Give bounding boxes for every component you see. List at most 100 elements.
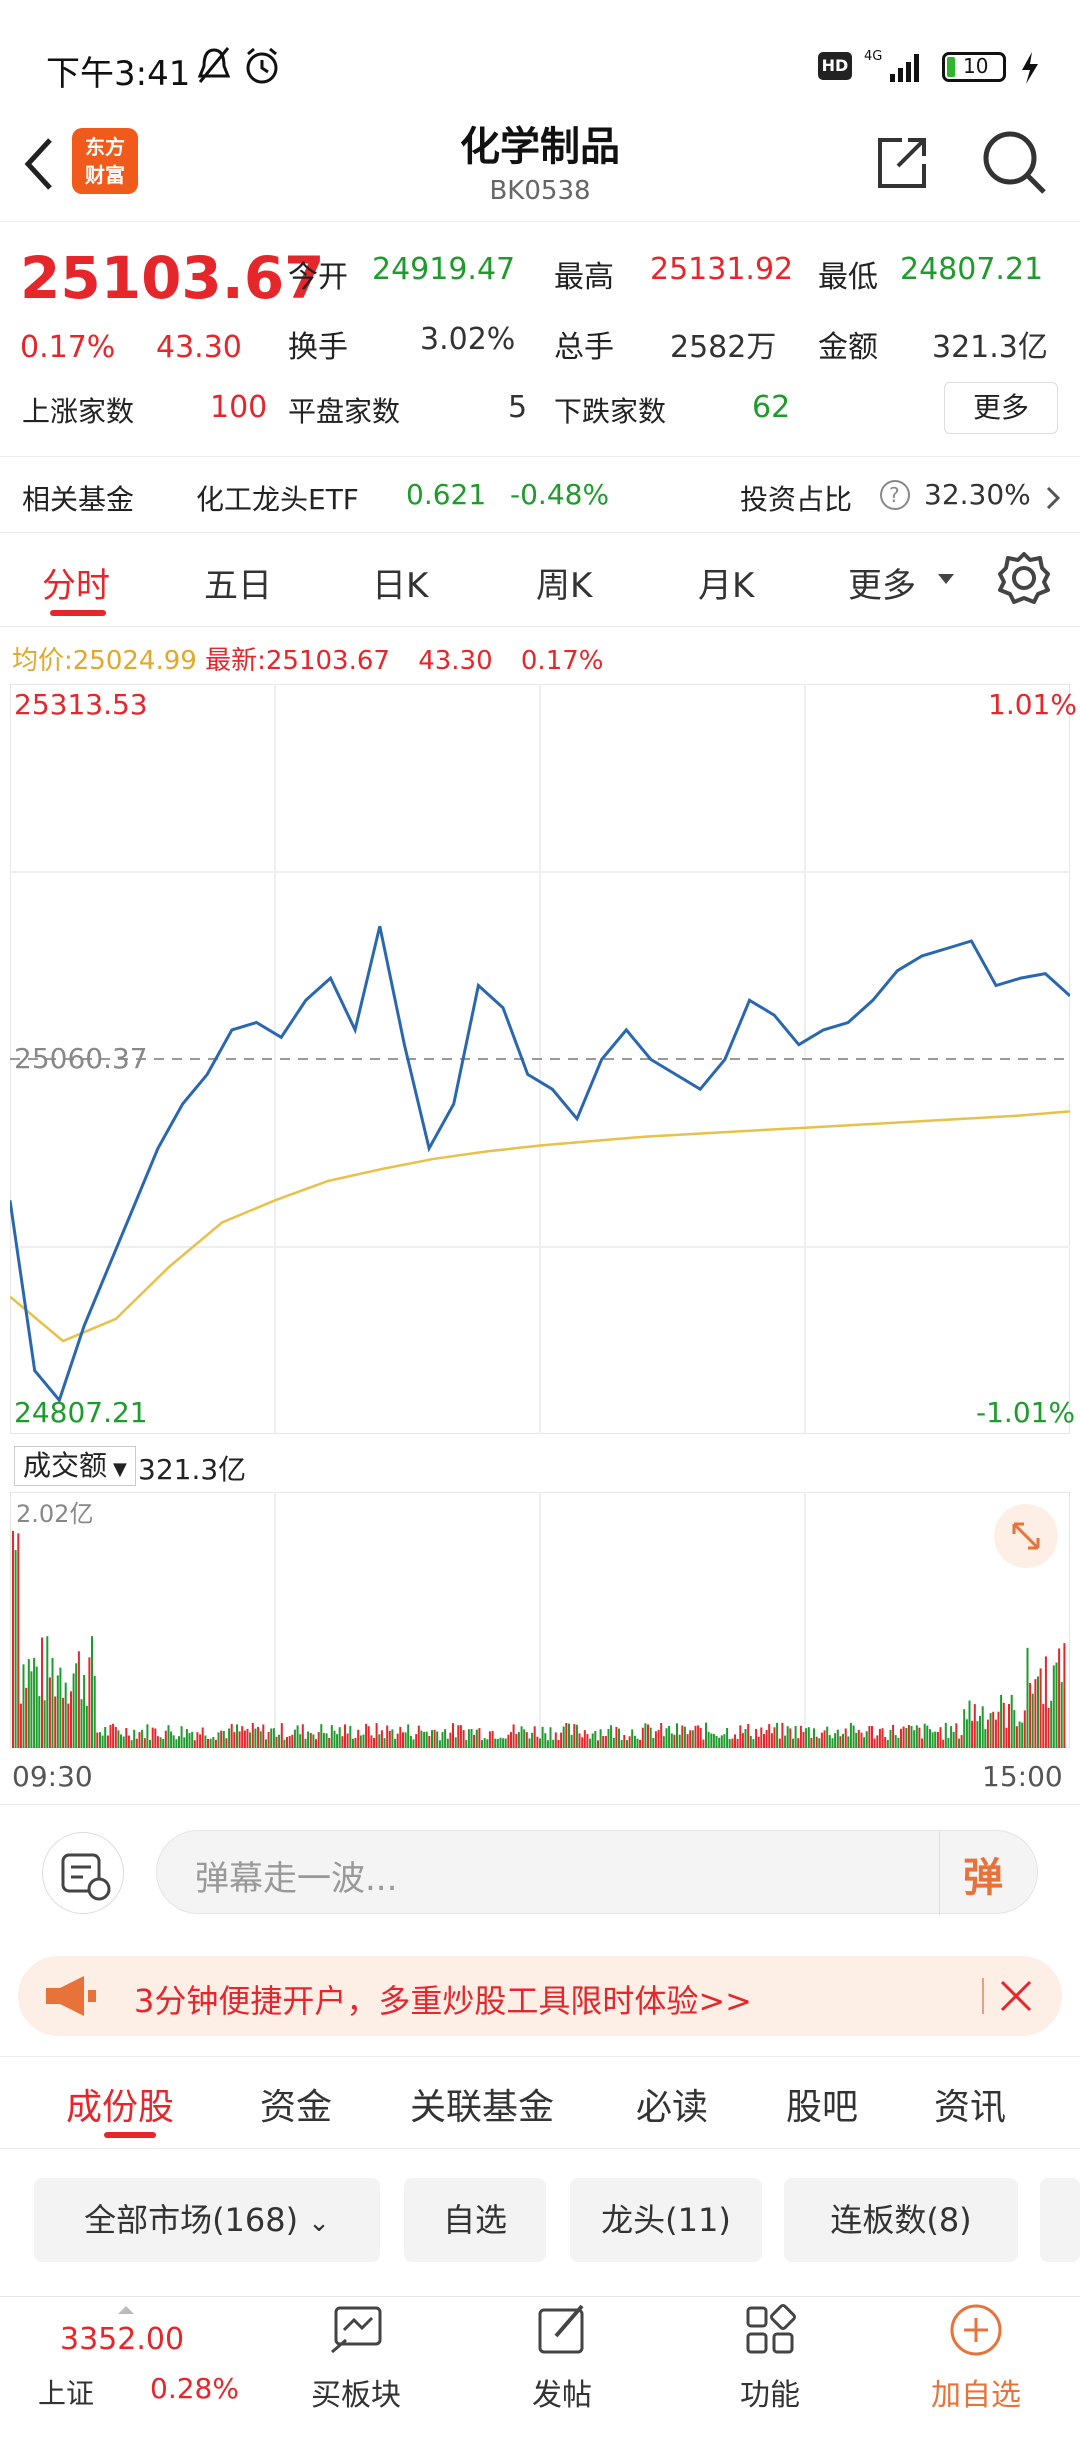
volume-bar <box>99 1732 101 1748</box>
intraday-price-chart[interactable] <box>10 684 1070 1434</box>
volume-bar <box>765 1730 768 1748</box>
settings-icon[interactable] <box>996 550 1052 606</box>
volume-bar <box>328 1738 331 1748</box>
volume-bar <box>238 1731 241 1748</box>
volume-bar <box>900 1728 902 1748</box>
filter-consecutive-limit[interactable]: 连板数(8) <box>784 2178 1018 2262</box>
volume-bar <box>689 1730 692 1748</box>
tab-five-day[interactable]: 五日 <box>204 566 272 606</box>
volume-bar <box>665 1728 668 1748</box>
volume-bar <box>583 1730 586 1748</box>
volume-bar <box>164 1730 167 1748</box>
volume-bar <box>581 1737 584 1748</box>
volume-bar <box>633 1735 636 1748</box>
volume-bar <box>979 1715 981 1748</box>
volume-bar <box>963 1709 966 1748</box>
volume-bar <box>462 1730 465 1748</box>
tab-related-funds[interactable]: 关联基金 <box>410 2087 555 2128</box>
volume-bar <box>929 1729 931 1748</box>
filter-leaders[interactable]: 龙头(11) <box>570 2178 762 2262</box>
volume-bar <box>1010 1694 1013 1748</box>
change-value: 43.30 <box>156 330 242 365</box>
volume-bar <box>871 1726 873 1748</box>
back-icon[interactable] <box>20 134 60 194</box>
volume-bar <box>304 1738 307 1748</box>
tab-daily-k[interactable]: 日K <box>372 566 429 606</box>
nav-buy-sector[interactable]: 买板块 <box>276 2300 436 2414</box>
volume-bar <box>207 1738 209 1748</box>
volume-bar <box>889 1729 892 1748</box>
tab-forum[interactable]: 股吧 <box>786 2087 859 2128</box>
average-price-line <box>10 1110 1070 1343</box>
volume-bar <box>375 1723 378 1748</box>
volume-bar <box>955 1723 958 1748</box>
volume-bar <box>322 1733 325 1748</box>
volume-bar <box>1055 1662 1058 1748</box>
volume-bar <box>104 1727 107 1748</box>
volume-bar <box>847 1736 850 1748</box>
volume-bar <box>344 1724 346 1748</box>
expand-button[interactable] <box>994 1504 1058 1568</box>
svg-text:?: ? <box>889 483 900 507</box>
promo-banner[interactable]: 3分钟便捷开户，多重炒股工具限时体验>> <box>18 1956 1062 2036</box>
volume-bar <box>670 1733 673 1748</box>
danmu-toggle-button[interactable] <box>42 1832 124 1914</box>
filter-watchlist[interactable]: 自选 <box>404 2178 546 2262</box>
volume-bar <box>973 1704 976 1748</box>
volume-bar <box>639 1739 642 1748</box>
search-icon[interactable] <box>980 128 1050 198</box>
filter-all-markets[interactable]: 全部市场(168) ⌄ <box>34 2178 380 2262</box>
share-icon[interactable] <box>872 132 932 192</box>
volume-bar <box>786 1726 789 1748</box>
volume-bar <box>77 1651 80 1748</box>
danmu-input[interactable]: 弹幕走一波... 弹 <box>156 1830 1038 1915</box>
tab-intraday[interactable]: 分时 <box>42 566 110 606</box>
volume-chart[interactable] <box>10 1492 1070 1748</box>
volume-bar <box>288 1736 291 1748</box>
svg-text:4G: 4G <box>864 49 882 64</box>
volume-bar <box>818 1738 821 1748</box>
volume-bar <box>718 1737 721 1748</box>
volume-bar <box>478 1728 481 1748</box>
y-max-pct-label: 1.01% <box>988 688 1077 721</box>
volume-bar <box>897 1737 900 1748</box>
volume-bar <box>193 1740 196 1748</box>
nav-add-watchlist[interactable]: 加自选 <box>896 2300 1056 2414</box>
volume-bar <box>409 1735 412 1748</box>
volume-bar <box>499 1737 502 1748</box>
volume-bar <box>752 1739 755 1748</box>
active-tab-indicator <box>50 610 106 616</box>
nav-functions[interactable]: 功能 <box>690 2300 850 2414</box>
tab-more[interactable]: 更多 <box>848 566 916 606</box>
volume-bar <box>333 1730 336 1748</box>
volume-bar <box>496 1738 499 1748</box>
help-icon[interactable]: ? <box>878 478 912 512</box>
tab-must-read[interactable]: 必读 <box>636 2087 709 2128</box>
nav-post[interactable]: 发帖 <box>482 2300 642 2414</box>
more-button[interactable]: 更多 <box>944 382 1058 434</box>
volume-bar <box>989 1713 992 1748</box>
volume-bar <box>831 1738 834 1748</box>
volume-bar <box>154 1728 157 1748</box>
volume-bar <box>881 1728 884 1748</box>
volume-bar <box>710 1733 713 1748</box>
volume-bar <box>528 1738 531 1748</box>
volume-bar <box>560 1732 563 1748</box>
tab-monthly-k[interactable]: 月K <box>698 566 755 606</box>
volume-bar <box>789 1728 792 1748</box>
low-value: 24807.21 <box>900 252 1044 287</box>
danmu-send-button[interactable]: 弹 <box>963 1855 1003 1901</box>
index-price[interactable]: 3352.00 <box>60 2322 185 2357</box>
tab-weekly-k[interactable]: 周K <box>536 566 593 606</box>
volume-selector[interactable]: 成交额 ▼ <box>14 1446 136 1486</box>
tab-funds-flow[interactable]: 资金 <box>260 2087 333 2128</box>
amount-value: 321.3亿 <box>932 330 1048 365</box>
volume-bar <box>127 1735 130 1748</box>
volume-bar <box>707 1731 710 1748</box>
tab-news[interactable]: 资讯 <box>934 2087 1007 2128</box>
volume-bar <box>892 1724 895 1748</box>
filter-more-chip[interactable] <box>1040 2178 1080 2262</box>
close-icon[interactable] <box>996 1976 1036 2016</box>
tab-constituents[interactable]: 成份股 <box>66 2087 175 2128</box>
volume-bar <box>138 1732 141 1748</box>
